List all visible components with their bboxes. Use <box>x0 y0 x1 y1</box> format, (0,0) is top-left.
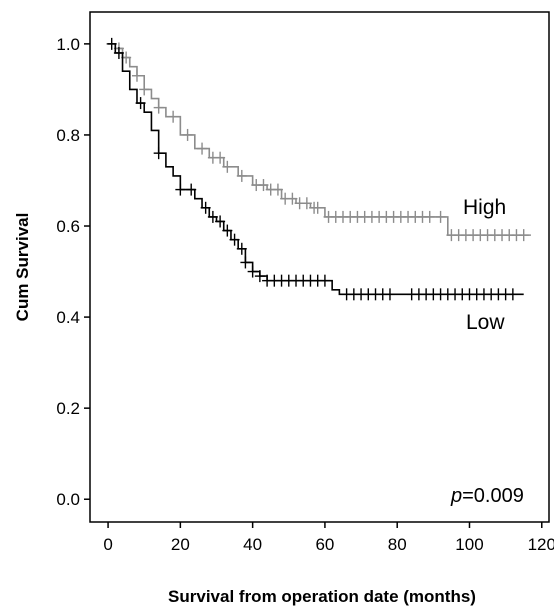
p-value: =0.009 <box>462 485 524 507</box>
series-label-high: High <box>463 196 506 219</box>
censor-mark <box>229 233 240 246</box>
y-axis-title: Cum Survival <box>13 213 32 322</box>
x-tick-label: 60 <box>315 535 334 554</box>
x-tick-label: 0 <box>103 535 112 554</box>
censor-mark <box>215 151 226 164</box>
x-tick-label: 100 <box>455 535 483 554</box>
p-value-annotation: p=0.009 <box>450 485 524 507</box>
censor-mark <box>222 160 233 173</box>
series-label-low: Low <box>466 311 505 334</box>
censor-mark <box>106 37 117 50</box>
y-tick-label: 0.0 <box>56 490 80 509</box>
censor-mark <box>215 215 226 228</box>
censor-mark <box>287 192 298 205</box>
x-tick-label: 120 <box>528 535 554 554</box>
censor-mark <box>384 288 395 301</box>
y-axis: 0.0 0.2 0.4 0.6 0.8 1.0 <box>56 35 90 509</box>
y-tick-label: 0.8 <box>56 126 80 145</box>
x-tick-label: 80 <box>388 535 407 554</box>
censor-mark <box>435 210 446 223</box>
censor-mark <box>153 147 164 160</box>
censor-mark <box>319 274 330 287</box>
censor-mark <box>186 183 197 196</box>
p-symbol: p <box>450 485 462 507</box>
x-tick-label: 20 <box>171 535 190 554</box>
censor-mark <box>254 270 265 283</box>
series-layer <box>106 37 531 301</box>
y-tick-label: 1.0 <box>56 35 80 54</box>
x-axis: 0 20 40 60 80 100 120 <box>103 522 554 554</box>
censor-mark <box>301 197 312 210</box>
censor-mark <box>258 179 269 192</box>
x-axis-title: Survival from operation date (months) <box>168 587 476 606</box>
y-tick-label: 0.6 <box>56 217 80 236</box>
censor-mark <box>236 169 247 182</box>
censor-mark <box>182 128 193 141</box>
censor-mark <box>153 101 164 114</box>
censor-mark <box>131 69 142 82</box>
censor-mark <box>236 242 247 255</box>
censor-mark <box>222 224 233 237</box>
censor-mark <box>197 142 208 155</box>
censor-mark <box>518 229 529 242</box>
censor-mark <box>247 265 258 278</box>
series-line-high <box>108 43 531 236</box>
y-tick-label: 0.4 <box>56 308 80 327</box>
y-tick-label: 0.2 <box>56 399 80 418</box>
censor-mark <box>139 83 150 96</box>
plot-area <box>89 11 550 523</box>
censor-mark <box>168 110 179 123</box>
x-tick-label: 40 <box>243 535 262 554</box>
censor-mark <box>424 210 435 223</box>
censor-mark <box>113 46 124 59</box>
censor-mark <box>507 288 518 301</box>
censor-mark <box>312 201 323 214</box>
censor-mark <box>272 183 283 196</box>
censor-mark <box>240 256 251 269</box>
censor-mark <box>135 97 146 110</box>
censor-mark <box>207 210 218 223</box>
censor-mark <box>200 201 211 214</box>
censor-mark <box>175 183 186 196</box>
